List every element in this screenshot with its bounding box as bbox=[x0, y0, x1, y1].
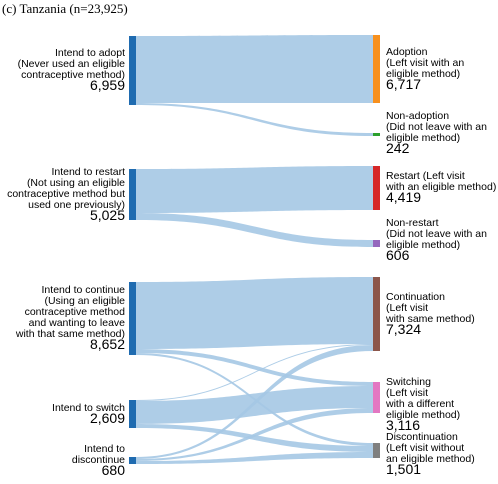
source-label: Intend to adopt(Never used an eligibleco… bbox=[18, 47, 126, 93]
flow-link bbox=[136, 213, 373, 247]
source-node bbox=[129, 400, 136, 428]
label-line: Restart (Left visit bbox=[386, 170, 465, 182]
label-line: with an eligible method) bbox=[385, 181, 496, 193]
source-node bbox=[129, 169, 136, 220]
node-value: 4,419 bbox=[386, 189, 421, 205]
source-node bbox=[129, 36, 136, 105]
flow-link bbox=[136, 277, 373, 349]
label-line: Non-adoption bbox=[386, 110, 449, 122]
node-value: 6,959 bbox=[90, 77, 125, 93]
label-line: Intend to switch bbox=[52, 402, 125, 414]
label-line: Non-restart bbox=[386, 217, 439, 229]
flow-link bbox=[136, 345, 373, 459]
label-line: used one previously) bbox=[28, 199, 125, 211]
node-value: 242 bbox=[386, 140, 410, 156]
label-line: eligible method) bbox=[386, 132, 460, 144]
label-line: contraceptive method but bbox=[7, 188, 125, 200]
label-line: eligible method) bbox=[386, 239, 460, 251]
label-line: discontinue bbox=[72, 454, 125, 466]
target-node bbox=[373, 166, 380, 210]
label-line: (Left visit with an bbox=[386, 57, 464, 69]
source-node bbox=[129, 457, 136, 464]
flow-link bbox=[136, 452, 373, 464]
flow-link bbox=[136, 408, 373, 461]
flow-link bbox=[136, 35, 373, 103]
node-value: 680 bbox=[102, 462, 126, 478]
label-line: Intend to restart bbox=[51, 166, 125, 178]
node-value: 5,025 bbox=[90, 207, 125, 223]
label-line: eligible method) bbox=[386, 68, 460, 80]
node-value: 7,324 bbox=[386, 321, 421, 337]
target-node bbox=[373, 382, 380, 413]
label-line: Intend to bbox=[84, 443, 125, 455]
label-line: Intend to adopt bbox=[55, 47, 125, 59]
label-line: (Left visit without bbox=[386, 442, 464, 454]
label-line: (Left visit bbox=[386, 387, 428, 399]
node-value: 6,717 bbox=[386, 76, 421, 92]
label-line: with that same method) bbox=[15, 328, 125, 340]
node-value: 1,501 bbox=[386, 461, 421, 477]
node-value: 606 bbox=[386, 247, 410, 263]
label-line: Adoption bbox=[386, 46, 428, 58]
label-line: (Using an eligible bbox=[44, 295, 125, 307]
label-line: eligible method) bbox=[386, 409, 460, 421]
label-line: Intend to continue bbox=[42, 284, 126, 296]
label-line: (Did not leave with an bbox=[386, 228, 487, 240]
target-label: Non-restart(Did not leave with aneligibl… bbox=[386, 217, 487, 263]
label-line: (Not using an eligible bbox=[27, 177, 125, 189]
node-value: 3,116 bbox=[386, 417, 420, 433]
node-labels: Intend to adopt(Never used an eligibleco… bbox=[7, 46, 496, 478]
label-line: and wanting to leave bbox=[29, 317, 125, 329]
flow-link bbox=[136, 349, 373, 386]
label-line: contraceptive method bbox=[25, 306, 126, 318]
label-line: with same method) bbox=[385, 313, 475, 325]
nodes bbox=[129, 35, 380, 464]
target-label: Non-adoption(Did not leave with aneligib… bbox=[386, 110, 487, 156]
label-line: (Did not leave with an bbox=[386, 121, 487, 133]
label-line: contraceptive method) bbox=[21, 69, 125, 81]
source-node bbox=[129, 282, 136, 355]
flow-links bbox=[136, 35, 373, 464]
flow-link bbox=[136, 103, 373, 136]
target-node bbox=[373, 133, 380, 136]
label-line: with a different bbox=[385, 398, 454, 410]
source-label: Intend to restart(Not using an eligiblec… bbox=[7, 166, 125, 223]
source-label: Intend to continue(Using an eligiblecont… bbox=[15, 284, 125, 352]
node-value: 8,652 bbox=[90, 336, 125, 352]
label-line: Switching bbox=[386, 376, 431, 388]
label-line: (Left visit bbox=[386, 302, 428, 314]
label-line: (Never used an eligible bbox=[18, 58, 126, 70]
target-node bbox=[373, 35, 380, 103]
flow-link bbox=[136, 424, 373, 452]
flow-link bbox=[136, 344, 373, 401]
label-line: an eligible method) bbox=[386, 453, 475, 465]
target-node bbox=[373, 277, 380, 351]
figure-title: (c) Tanzania (n=23,925) bbox=[2, 1, 128, 16]
label-line: Discontinuation bbox=[386, 431, 458, 443]
target-node bbox=[373, 240, 380, 247]
flow-link bbox=[136, 166, 373, 213]
node-value: 2,609 bbox=[90, 410, 125, 426]
target-node bbox=[373, 443, 380, 458]
label-line: Continuation bbox=[386, 291, 445, 303]
